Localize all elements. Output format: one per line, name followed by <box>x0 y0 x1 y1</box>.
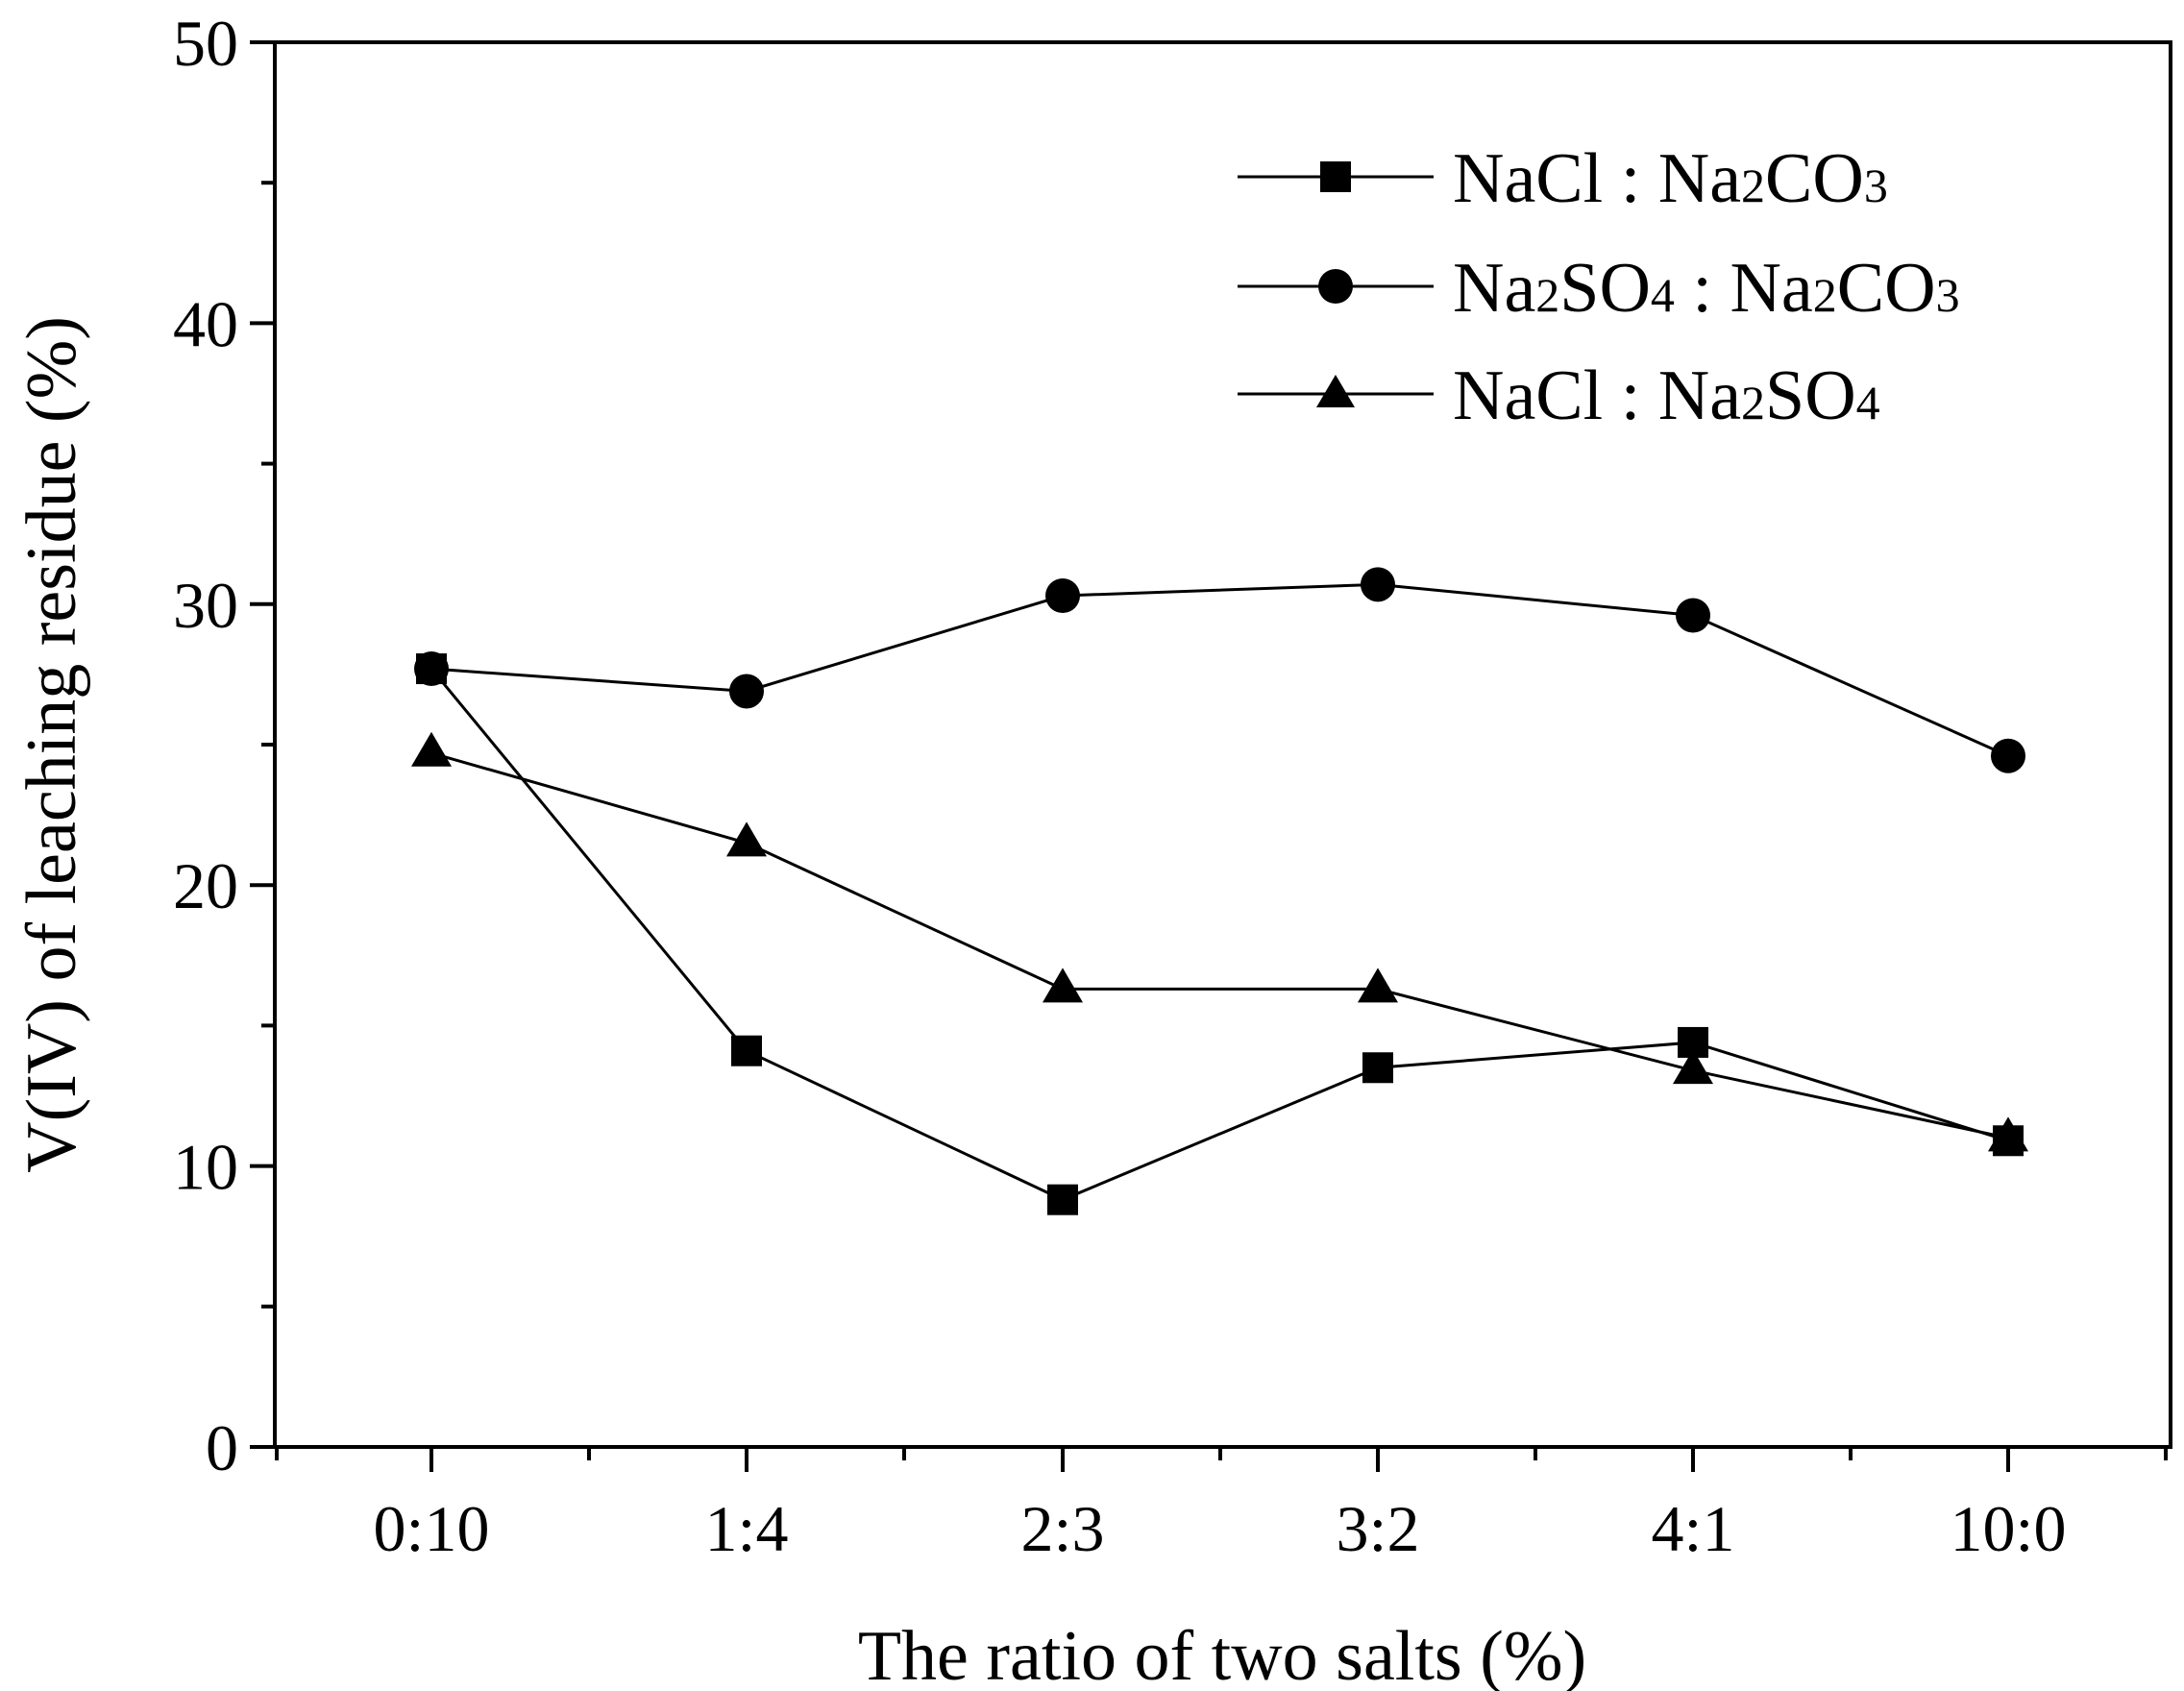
legend-label-na2so4-na2co3: Na2SO4 : Na2CO3 <box>1453 249 1960 328</box>
x-tick-label: 0:10 <box>374 1492 490 1565</box>
series-square <box>416 653 2024 1215</box>
series-circle <box>414 567 2025 773</box>
x-tick-label: 4:1 <box>1652 1492 1735 1565</box>
series-line-square <box>429 668 2009 1202</box>
data-point-triangle <box>1358 968 1398 1003</box>
y-tick-label: 40 <box>173 287 238 360</box>
y-tick-label: 30 <box>173 569 238 642</box>
legend-marker-circle <box>1318 269 1353 304</box>
data-point-circle <box>414 651 449 687</box>
x-tick-label: 1:4 <box>705 1492 789 1565</box>
data-point-circle <box>1676 598 1710 633</box>
legend: NaCl : Na2CO3 Na2SO4 : Na2CO3 NaCl : Na2… <box>1238 139 1960 435</box>
x-tick-label: 2:3 <box>1021 1492 1105 1565</box>
legend-entry-nacl-na2so4: NaCl : Na2SO4 <box>1238 356 1880 435</box>
legend-label-nacl-na2so4: NaCl : Na2SO4 <box>1453 356 1880 435</box>
y-tick-label: 0 <box>206 1411 238 1484</box>
x-axis-title: The ratio of two salts (%) <box>858 1617 1586 1691</box>
x-tick-label: 3:2 <box>1337 1492 1420 1565</box>
y-tick-label: 10 <box>173 1131 238 1204</box>
legend-marker-triangle <box>1316 375 1355 407</box>
y-tick-label: 50 <box>173 7 238 80</box>
data-point-circle <box>729 674 764 709</box>
data-point-circle <box>1045 578 1080 614</box>
data-point-circle <box>1991 738 2025 773</box>
legend-entry-nacl-na2co3: NaCl : Na2CO3 <box>1238 139 1888 218</box>
y-axis-ticks: 0 10 20 30 40 50 <box>173 7 275 1484</box>
data-point-triangle <box>1043 968 1083 1003</box>
legend-entry-na2so4-na2co3: Na2SO4 : Na2CO3 <box>1238 249 1960 328</box>
data-point-square <box>731 1035 762 1066</box>
data-point-triangle <box>1988 1116 2028 1152</box>
series-layer <box>411 567 2028 1215</box>
y-axis-title: V(IV) of leaching residue (%) <box>12 316 91 1173</box>
data-point-triangle <box>1673 1049 1713 1085</box>
data-point-square <box>1047 1184 1078 1215</box>
x-axis-ticks: 0:10 1:4 2:3 3:2 4:1 10:0 <box>275 1447 2168 1565</box>
legend-label-nacl-na2co3: NaCl : Na2CO3 <box>1453 139 1888 218</box>
series-line-triangle <box>430 751 2009 1140</box>
x-tick-label: 10:0 <box>1951 1492 2067 1565</box>
series-triangle <box>411 731 2028 1152</box>
y-tick-label: 20 <box>173 849 238 922</box>
series-line-circle <box>430 582 2009 758</box>
legend-marker-square <box>1320 161 1351 192</box>
data-point-square <box>1362 1052 1393 1084</box>
data-point-triangle <box>726 821 767 857</box>
data-point-triangle <box>411 731 452 767</box>
data-point-circle <box>1361 567 1395 602</box>
